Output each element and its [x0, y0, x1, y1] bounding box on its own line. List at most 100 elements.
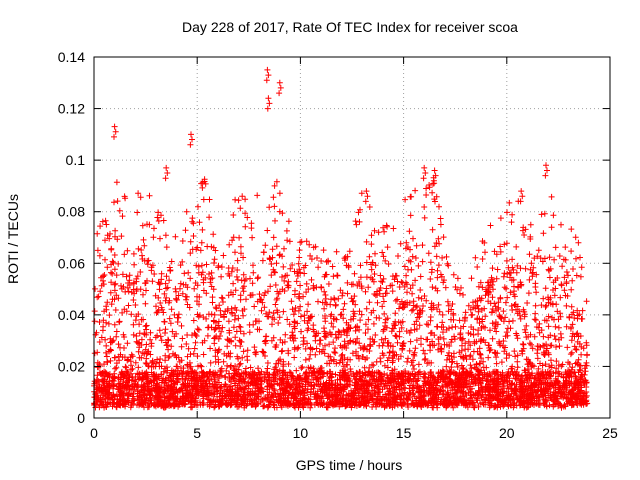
data-point	[254, 326, 261, 333]
data-point	[366, 204, 373, 210]
data-point	[173, 363, 180, 370]
data-point	[460, 291, 466, 298]
data-point	[453, 360, 460, 367]
data-point	[577, 254, 583, 261]
data-point	[301, 312, 308, 319]
data-point	[270, 234, 277, 241]
data-point	[273, 342, 280, 348]
data-point	[513, 394, 520, 401]
data-point	[275, 320, 282, 326]
data-point	[517, 265, 524, 272]
data-point	[563, 323, 570, 330]
data-point	[228, 268, 235, 275]
data-point	[444, 260, 451, 267]
data-point	[493, 275, 500, 282]
data-point	[291, 319, 298, 326]
data-point	[516, 308, 523, 315]
data-point	[379, 303, 386, 310]
data-point	[335, 334, 342, 341]
data-point	[212, 304, 219, 311]
data-point	[207, 345, 214, 352]
data-point	[162, 232, 169, 239]
data-point	[191, 285, 198, 292]
data-point	[118, 370, 125, 376]
data-point	[546, 274, 553, 281]
data-point	[396, 371, 403, 378]
data-point	[103, 319, 110, 326]
data-point	[179, 290, 186, 297]
data-point	[551, 401, 558, 408]
data-point	[352, 218, 359, 225]
data-point	[112, 280, 119, 287]
data-point	[246, 321, 253, 328]
data-point	[246, 371, 253, 378]
data-point	[128, 370, 135, 377]
data-point	[259, 348, 266, 355]
data-point	[96, 339, 103, 345]
data-point	[192, 395, 199, 402]
data-point	[445, 308, 452, 315]
data-point	[489, 306, 496, 312]
data-point	[483, 364, 490, 371]
data-point	[224, 362, 231, 369]
data-point	[501, 388, 508, 395]
data-point	[407, 371, 414, 378]
data-point	[404, 402, 411, 409]
data-point	[99, 377, 106, 384]
data-point	[578, 343, 585, 350]
data-point	[272, 269, 278, 276]
data-point	[168, 381, 175, 388]
data-point	[143, 341, 150, 348]
data-point	[540, 393, 547, 400]
data-point	[580, 396, 587, 403]
data-point	[94, 247, 101, 254]
data-point	[211, 311, 218, 318]
data-point	[110, 385, 117, 392]
data-point	[442, 383, 449, 389]
data-point	[270, 194, 277, 201]
data-point	[117, 344, 123, 351]
data-point	[317, 381, 324, 388]
data-point	[456, 290, 463, 297]
data-point	[99, 392, 106, 399]
data-point	[490, 286, 496, 293]
data-point	[120, 378, 127, 385]
data-point	[173, 386, 180, 393]
data-point	[437, 215, 444, 222]
data-point	[232, 249, 238, 256]
data-point	[338, 311, 345, 318]
data-point	[448, 336, 455, 343]
data-point	[103, 342, 110, 349]
data-point	[354, 370, 361, 377]
data-point	[334, 386, 341, 393]
data-point	[387, 401, 394, 408]
data-point	[135, 376, 142, 383]
data-point	[173, 354, 180, 361]
data-point	[102, 369, 109, 376]
data-point	[227, 364, 234, 370]
data-point	[349, 350, 356, 357]
data-point	[284, 376, 291, 383]
data-point	[509, 317, 516, 324]
data-point	[192, 339, 199, 346]
data-point	[444, 391, 451, 398]
data-point	[352, 301, 359, 308]
data-point	[563, 279, 570, 285]
data-point	[262, 242, 269, 249]
data-point	[438, 373, 445, 380]
data-point	[261, 304, 268, 311]
data-point	[111, 281, 118, 288]
data-point	[556, 385, 563, 392]
data-point	[124, 395, 131, 402]
data-point	[102, 336, 109, 343]
data-point	[195, 203, 201, 210]
data-point	[514, 364, 521, 371]
data-point	[442, 373, 449, 380]
data-point	[487, 222, 494, 229]
data-point	[264, 360, 271, 366]
data-point	[246, 329, 253, 336]
data-point	[163, 285, 170, 292]
data-point	[250, 269, 257, 276]
data-point	[318, 258, 325, 264]
data-point	[280, 363, 287, 370]
